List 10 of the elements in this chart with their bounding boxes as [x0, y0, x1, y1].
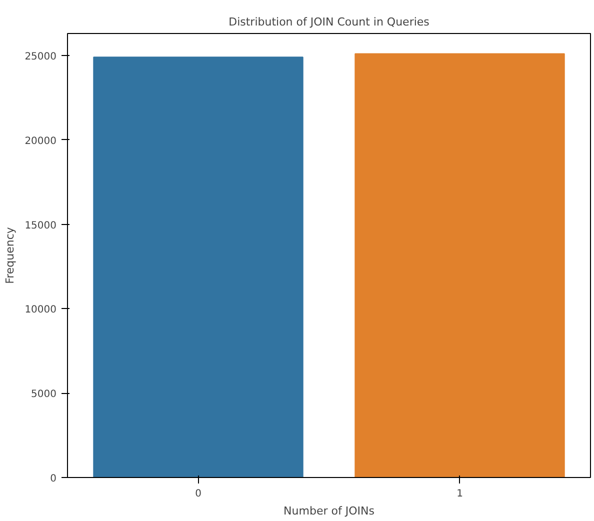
- y-axis-title: Frequency: [4, 226, 17, 284]
- chart-title: Distribution of JOIN Count in Queries: [228, 16, 430, 28]
- x-tick-label: 1: [456, 488, 463, 500]
- y-tick-label: 10000: [24, 304, 56, 316]
- y-tick-label: 20000: [24, 136, 56, 147]
- y-tick-label: 5000: [31, 389, 57, 400]
- x-axis-title: Number of JOINs: [284, 504, 375, 518]
- y-tick-label: 25000: [24, 51, 56, 62]
- y-tick-label: 0: [50, 474, 57, 484]
- y-tick-label: 15000: [24, 220, 56, 232]
